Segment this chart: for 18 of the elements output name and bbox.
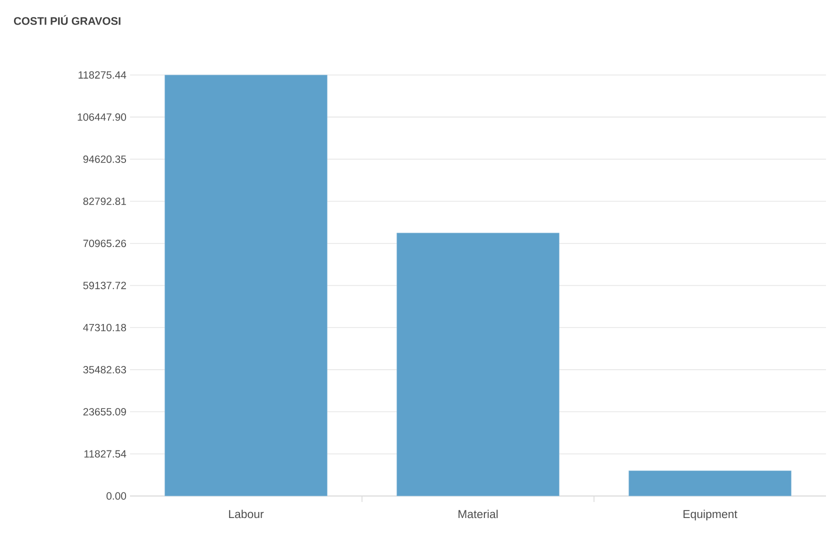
y-tick-label: 11827.54 [84, 450, 126, 458]
y-tick-label: 59137.72 [83, 282, 126, 290]
x-tick-label: Labour [229, 510, 264, 518]
y-tick-label: 47310.18 [83, 324, 126, 332]
x-tick-label: Material [458, 510, 498, 518]
bar [396, 232, 560, 496]
x-tick-label: Equipment [684, 510, 738, 520]
y-tick-label: 118275.44 [78, 71, 126, 79]
y-tick-label: 0.00 [106, 492, 126, 500]
y-tick-label: 94620.35 [83, 155, 126, 163]
y-tick-label: 23655.09 [83, 408, 126, 416]
bar [628, 470, 792, 496]
y-tick-label: 35482.63 [83, 366, 126, 374]
y-tick-label: 70965.26 [83, 240, 126, 248]
bar [164, 74, 328, 496]
y-tick-label: 106447.90 [78, 113, 126, 121]
chart-title: COSTI PIÚ GRAVOSI [14, 15, 120, 25]
y-tick-label: 82792.81 [83, 198, 126, 205]
